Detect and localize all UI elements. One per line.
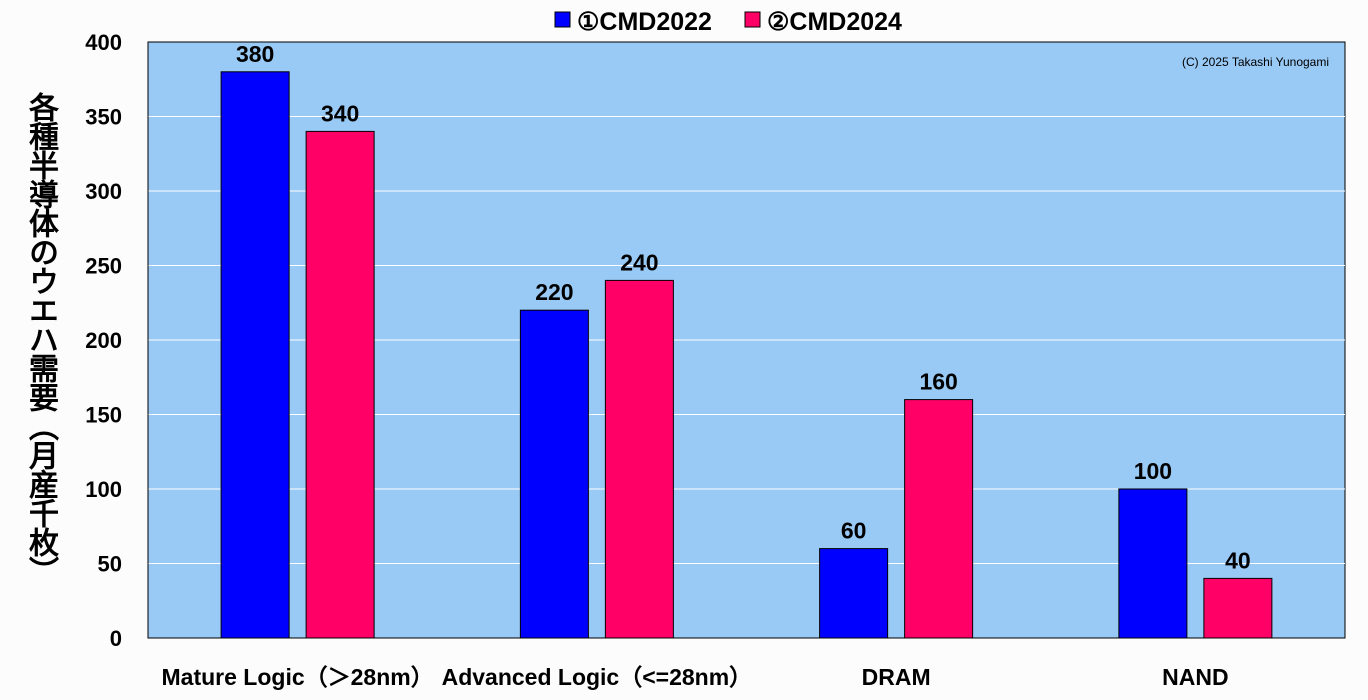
y-tick-label: 0: [110, 626, 122, 651]
bar-2: [904, 399, 974, 639]
data-label: 340: [321, 100, 359, 126]
y-tick-label: 400: [85, 30, 122, 55]
y-tick-label: 300: [85, 179, 122, 204]
legend-label-2: ②CMD2024: [767, 8, 902, 36]
y-tick-label: 150: [85, 403, 122, 428]
y-tick-label: 100: [85, 477, 122, 502]
x-tick-label: DRAM: [862, 664, 931, 690]
bar-1: [1118, 488, 1188, 639]
data-label: 100: [1134, 458, 1172, 484]
data-label: 240: [620, 249, 658, 275]
x-tick-label: Advanced Logic（<=28nm）: [442, 664, 753, 690]
y-tick-label: 200: [85, 328, 122, 353]
y-tick-label: 250: [85, 254, 122, 279]
y-axis-label: 各種半導体のウエハ需要（月産千枚）: [23, 92, 58, 585]
legend-label-1: ①CMD2022: [577, 8, 712, 36]
data-label: 40: [1225, 547, 1251, 573]
bar-1: [220, 71, 290, 639]
x-tick-label: Mature Logic（＞28nm）: [162, 664, 434, 690]
data-label: 380: [236, 41, 274, 67]
data-label: 60: [841, 518, 867, 544]
y-tick-label: 350: [85, 105, 122, 130]
data-label: 220: [535, 279, 573, 305]
bar-2: [1203, 577, 1273, 639]
bar-1: [819, 548, 889, 639]
legend-swatch-1: [554, 11, 571, 28]
bar-2: [604, 279, 674, 639]
bar-1: [519, 309, 589, 639]
data-label: 160: [919, 369, 957, 395]
legend-swatch-2: [744, 11, 761, 28]
y-tick-label: 50: [98, 552, 122, 577]
copyright-annotation: (C) 2025 Takashi Yunogami: [1182, 55, 1329, 69]
bar-2: [305, 130, 375, 639]
x-tick-label: NAND: [1162, 664, 1228, 690]
